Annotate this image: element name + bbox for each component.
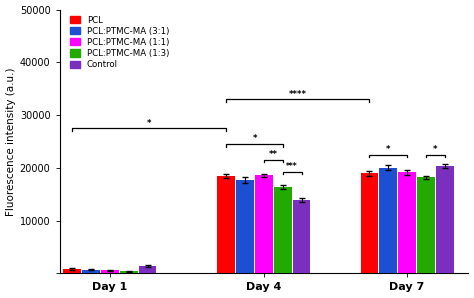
Bar [361,173,378,274]
Bar [120,271,137,274]
Bar [255,175,273,274]
Bar [274,187,292,274]
Bar [417,177,435,274]
Text: *: * [433,145,438,154]
Legend: PCL, PCL:PTMC-MA (3:1), PCL:PTMC-MA (1:1), PCL:PTMC-MA (1:3), Control: PCL, PCL:PTMC-MA (3:1), PCL:PTMC-MA (1:1… [68,14,171,71]
Bar [218,176,235,274]
Bar [436,166,454,274]
Text: *: * [386,145,391,154]
Text: *: * [252,134,257,143]
Bar [139,266,156,274]
Bar [398,172,416,274]
Text: **: ** [269,150,278,159]
Bar [64,269,81,274]
Bar [82,270,100,274]
Text: ***: *** [286,162,298,171]
Text: *: * [147,119,152,128]
Text: ****: **** [289,90,307,99]
Bar [293,200,310,274]
Bar [237,180,254,274]
Bar [379,168,397,274]
Y-axis label: Fluorescence intensity (a.u.): Fluorescence intensity (a.u.) [6,67,16,216]
Bar [101,270,119,274]
